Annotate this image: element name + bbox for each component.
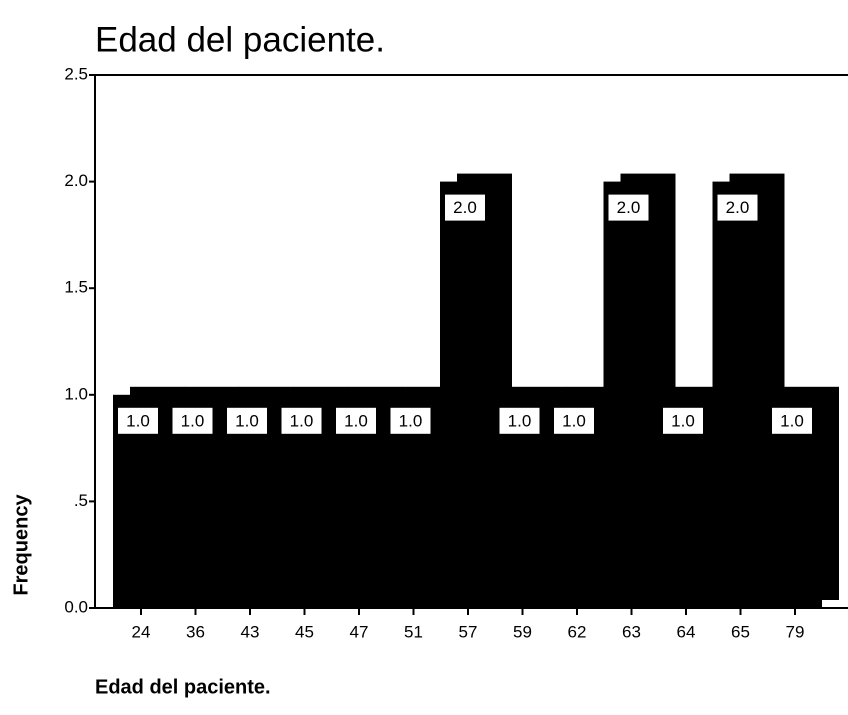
value-label-box — [227, 407, 267, 434]
value-label: 1.0 — [235, 411, 259, 430]
value-label-box — [717, 194, 758, 221]
x-tick-label: 64 — [677, 622, 696, 641]
y-axis-label: Frequency — [10, 494, 32, 596]
x-tick-label: 65 — [731, 622, 750, 641]
x-tick-label: 24 — [132, 622, 151, 641]
value-label-box — [336, 407, 376, 434]
x-tick-label: 43 — [241, 622, 260, 641]
y-tick-label: 2.0 — [64, 171, 88, 190]
value-label-box — [608, 194, 649, 221]
value-label: 1.0 — [780, 411, 804, 430]
value-label: 1.0 — [290, 411, 314, 430]
x-tick-label: 63 — [622, 622, 641, 641]
value-label: 1.0 — [181, 411, 205, 430]
bar-face — [603, 181, 659, 608]
value-label-box — [554, 407, 594, 434]
x-tick-label: 51 — [404, 622, 423, 641]
value-label: 1.0 — [126, 411, 150, 430]
value-label: 1.0 — [508, 411, 532, 430]
value-label: 2.0 — [453, 198, 477, 217]
bar-face — [712, 181, 768, 608]
y-tick-label: 0.0 — [64, 597, 88, 616]
y-tick-label: .5 — [74, 491, 88, 510]
value-label: 1.0 — [562, 411, 586, 430]
value-label-box — [281, 407, 322, 434]
value-label-box — [772, 407, 812, 434]
bar — [440, 173, 512, 608]
x-tick-label: 36 — [186, 622, 205, 641]
value-label: 1.0 — [399, 411, 423, 430]
value-label-box — [499, 407, 540, 434]
x-tick-label: 47 — [350, 622, 369, 641]
value-label-box — [390, 407, 431, 434]
x-axis-label: Edad del paciente. — [95, 676, 271, 698]
value-label: 1.0 — [671, 411, 695, 430]
value-label-box — [118, 407, 158, 434]
value-label-box — [445, 194, 485, 221]
x-tick-label: 62 — [568, 622, 587, 641]
value-label: 1.0 — [344, 411, 368, 430]
chart-title: Edad del paciente. — [95, 20, 385, 59]
x-tick-label: 79 — [786, 622, 805, 641]
bar-face — [440, 181, 495, 608]
bar — [712, 173, 785, 608]
bar — [603, 173, 676, 608]
y-tick-label: 1.5 — [64, 278, 88, 297]
value-label-box — [172, 407, 213, 434]
x-tick-label: 45 — [295, 622, 314, 641]
value-label: 2.0 — [617, 198, 641, 217]
value-label-box — [663, 407, 703, 434]
x-tick-label: 59 — [513, 622, 532, 641]
y-tick-label: 1.0 — [64, 384, 88, 403]
y-tick-label: 2.5 — [64, 64, 88, 83]
value-label: 2.0 — [726, 198, 750, 217]
x-tick-label: 57 — [459, 622, 478, 641]
